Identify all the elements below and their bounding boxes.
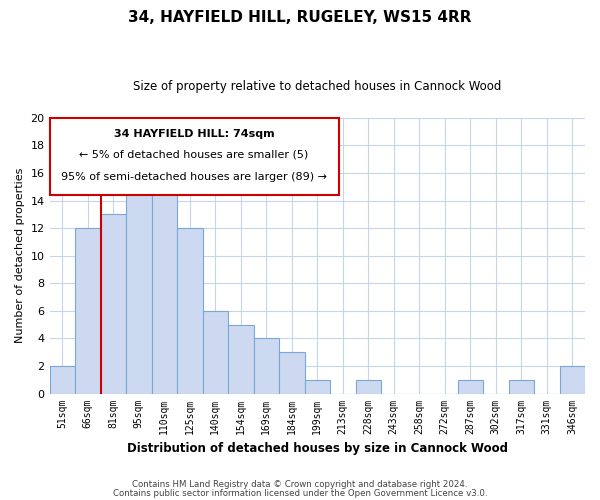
Bar bbox=[152, 159, 177, 394]
Text: 34 HAYFIELD HILL: 74sqm: 34 HAYFIELD HILL: 74sqm bbox=[114, 129, 274, 139]
Text: Contains HM Land Registry data © Crown copyright and database right 2024.: Contains HM Land Registry data © Crown c… bbox=[132, 480, 468, 489]
Bar bbox=[228, 324, 254, 394]
Bar bbox=[305, 380, 330, 394]
Bar bbox=[509, 380, 534, 394]
Bar bbox=[101, 214, 126, 394]
FancyBboxPatch shape bbox=[50, 118, 338, 195]
Bar bbox=[50, 366, 75, 394]
Bar bbox=[279, 352, 305, 394]
Y-axis label: Number of detached properties: Number of detached properties bbox=[15, 168, 25, 344]
Text: Contains public sector information licensed under the Open Government Licence v3: Contains public sector information licen… bbox=[113, 488, 487, 498]
Text: 95% of semi-detached houses are larger (89) →: 95% of semi-detached houses are larger (… bbox=[61, 172, 327, 181]
Bar bbox=[458, 380, 483, 394]
Bar bbox=[177, 228, 203, 394]
Bar bbox=[126, 173, 152, 394]
X-axis label: Distribution of detached houses by size in Cannock Wood: Distribution of detached houses by size … bbox=[127, 442, 508, 455]
Title: Size of property relative to detached houses in Cannock Wood: Size of property relative to detached ho… bbox=[133, 80, 502, 93]
Bar bbox=[203, 311, 228, 394]
Text: 34, HAYFIELD HILL, RUGELEY, WS15 4RR: 34, HAYFIELD HILL, RUGELEY, WS15 4RR bbox=[128, 10, 472, 25]
Bar bbox=[560, 366, 585, 394]
Bar bbox=[356, 380, 381, 394]
Bar bbox=[254, 338, 279, 394]
Text: ← 5% of detached houses are smaller (5): ← 5% of detached houses are smaller (5) bbox=[79, 150, 309, 160]
Bar bbox=[75, 228, 101, 394]
